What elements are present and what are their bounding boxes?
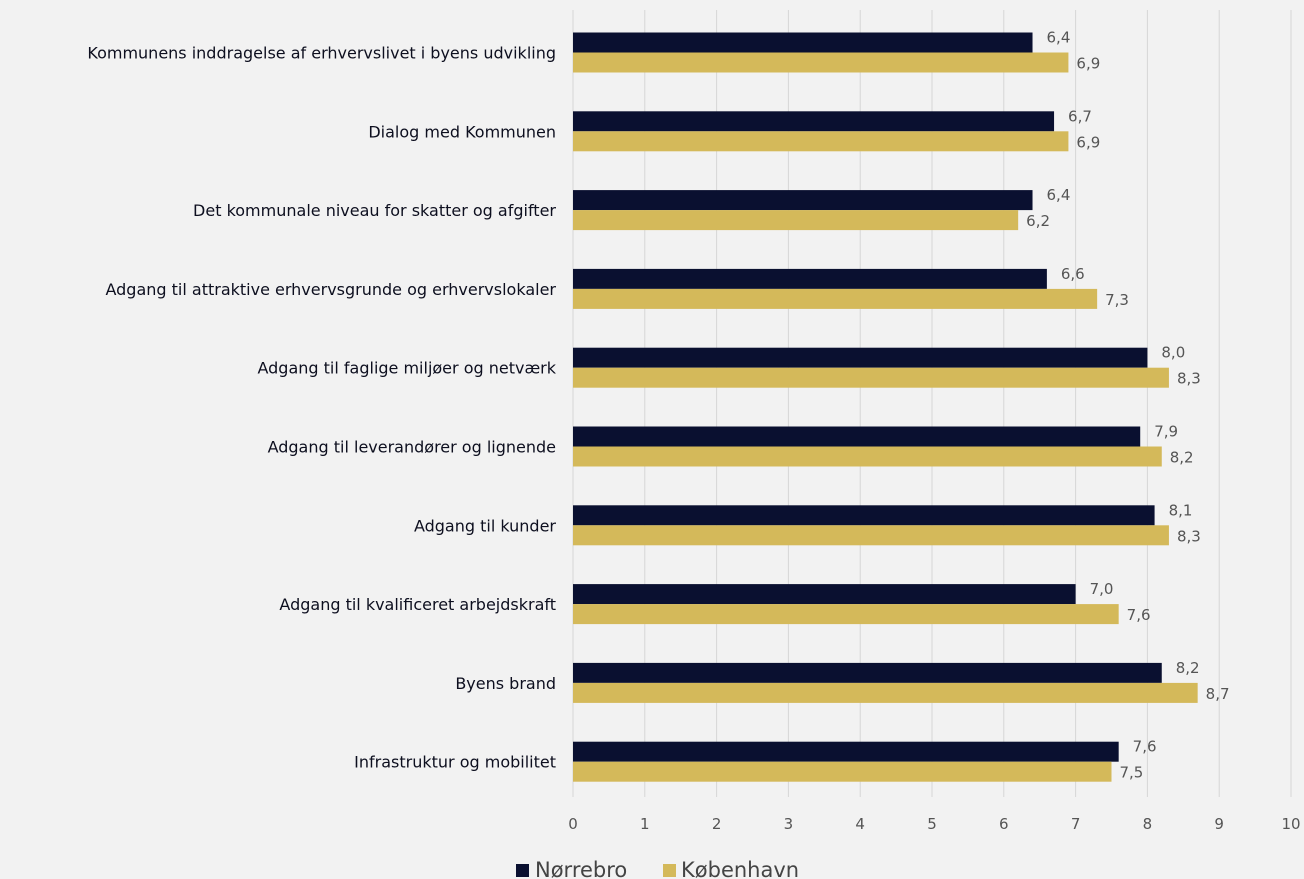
bar-norrebro xyxy=(573,662,1162,683)
x-tick-label: 9 xyxy=(1214,815,1224,833)
bar-kobenhavn xyxy=(573,52,1069,73)
category-label: Kommunens inddragelse af erhvervslivet i… xyxy=(87,44,556,63)
data-label-kobenhavn: 8,3 xyxy=(1177,370,1201,388)
bar-norrebro xyxy=(573,190,1033,211)
x-tick-label: 0 xyxy=(568,815,578,833)
bar-norrebro xyxy=(573,268,1047,289)
data-label-kobenhavn: 7,5 xyxy=(1120,764,1144,782)
category-label: Adgang til kunder xyxy=(414,516,556,535)
data-label-kobenhavn: 8,2 xyxy=(1170,449,1194,467)
bar-kobenhavn xyxy=(573,131,1069,152)
category-label: Adgang til kvalificeret arbejdskraft xyxy=(279,595,556,614)
x-tick-label: 6 xyxy=(999,815,1009,833)
bar-kobenhavn xyxy=(573,288,1098,309)
data-label-norrebro: 7,0 xyxy=(1090,580,1114,598)
category-label: Dialog med Kommunen xyxy=(368,122,556,141)
x-tick-label: 2 xyxy=(712,815,722,833)
data-label-norrebro: 6,4 xyxy=(1047,29,1071,47)
bar-norrebro xyxy=(573,347,1148,368)
bar-kobenhavn xyxy=(573,761,1112,782)
data-label-norrebro: 8,1 xyxy=(1169,501,1193,519)
data-label-kobenhavn: 6,2 xyxy=(1026,212,1050,230)
data-label-norrebro: 7,6 xyxy=(1133,738,1157,756)
data-label-norrebro: 8,2 xyxy=(1176,659,1200,677)
data-label-kobenhavn: 8,3 xyxy=(1177,527,1201,545)
x-axis-ticks: 0 1 2 3 4 5 6 7 8 9 10 xyxy=(568,815,1300,833)
x-tick-label: 4 xyxy=(855,815,865,833)
category-label: Adgang til attraktive erhvervsgrunde og … xyxy=(105,280,556,299)
bars: 6,4 6,9 6,7 6,9 6,4 6,2 6,6 7,3 8,0 8,3 7,9 8,2 8,1 8… xyxy=(573,29,1230,782)
x-tick-label: 1 xyxy=(640,815,650,833)
legend-label-norrebro: Nørrebro xyxy=(535,858,627,879)
bar-norrebro xyxy=(573,111,1055,132)
data-label-kobenhavn: 7,3 xyxy=(1105,291,1129,309)
bar-kobenhavn xyxy=(573,525,1169,546)
bar-kobenhavn xyxy=(573,446,1162,467)
x-tick-label: 5 xyxy=(927,815,937,833)
data-label-norrebro: 8,0 xyxy=(1161,344,1185,362)
category-label: Det kommunale niveau for skatter og afgi… xyxy=(193,201,556,220)
x-tick-label: 3 xyxy=(784,815,794,833)
x-tick-label: 7 xyxy=(1071,815,1081,833)
category-label: Adgang til faglige miljøer og netværk xyxy=(257,359,556,378)
data-label-kobenhavn: 6,9 xyxy=(1076,133,1100,151)
bar-kobenhavn xyxy=(573,604,1119,625)
data-label-norrebro: 6,4 xyxy=(1047,186,1071,204)
bar-norrebro xyxy=(573,584,1076,605)
data-label-kobenhavn: 7,6 xyxy=(1127,606,1151,624)
data-label-kobenhavn: 8,7 xyxy=(1206,685,1230,703)
bar-kobenhavn xyxy=(573,210,1019,231)
bar-norrebro xyxy=(573,505,1155,526)
category-labels: Kommunens inddragelse af erhvervslivet i… xyxy=(87,44,556,772)
legend-swatch-norrebro xyxy=(516,864,529,877)
bar-norrebro xyxy=(573,426,1141,447)
data-label-norrebro: 6,6 xyxy=(1061,265,1085,283)
bar-norrebro xyxy=(573,32,1033,53)
x-tick-label: 10 xyxy=(1281,815,1300,833)
bar-kobenhavn xyxy=(573,682,1198,703)
category-label: Byens brand xyxy=(455,674,556,693)
category-label: Adgang til leverandører og lignende xyxy=(268,438,556,457)
legend-swatch-kobenhavn xyxy=(663,864,676,877)
category-label: Infrastruktur og mobilitet xyxy=(354,753,556,772)
bar-norrebro xyxy=(573,741,1119,762)
x-tick-label: 8 xyxy=(1143,815,1153,833)
legend: Nørrebro København xyxy=(516,858,799,879)
data-label-norrebro: 6,7 xyxy=(1068,107,1092,125)
data-label-kobenhavn: 6,9 xyxy=(1076,55,1100,73)
bar-kobenhavn xyxy=(573,367,1169,388)
legend-label-kobenhavn: København xyxy=(681,858,799,879)
data-label-norrebro: 7,9 xyxy=(1154,423,1178,441)
